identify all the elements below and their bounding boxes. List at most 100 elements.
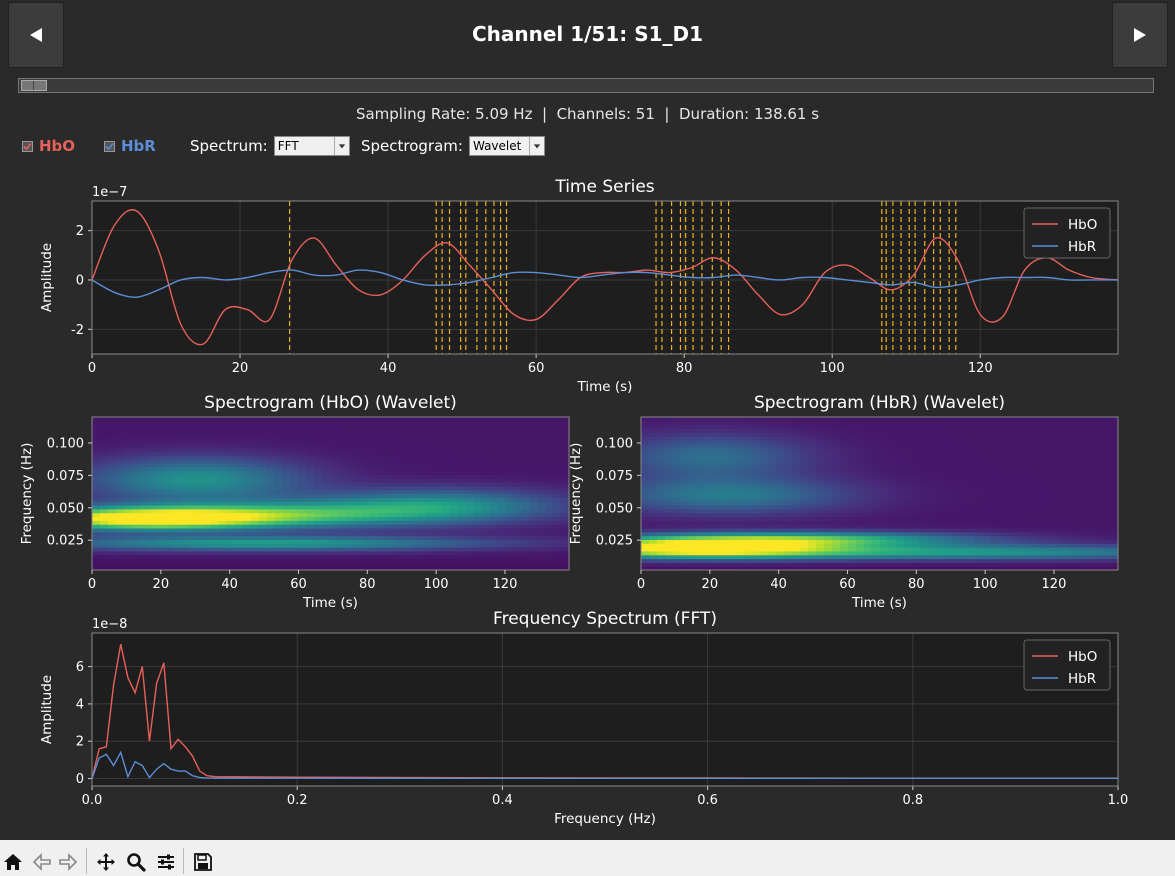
heatmap-cell bbox=[163, 459, 173, 464]
heatmap-cell bbox=[362, 497, 371, 502]
heatmap-cell bbox=[346, 482, 355, 487]
heatmap-cell bbox=[696, 558, 706, 563]
heatmap-cell bbox=[505, 466, 514, 472]
heatmap-cell bbox=[641, 489, 650, 495]
heatmap-cell bbox=[720, 443, 730, 449]
heatmap-cell bbox=[497, 497, 506, 502]
heatmap-cell bbox=[895, 543, 904, 548]
heatmap-cell bbox=[235, 417, 244, 422]
heatmap-cell bbox=[537, 451, 546, 456]
heatmap-cell bbox=[330, 466, 340, 472]
heatmap-cell bbox=[887, 493, 896, 498]
heatmap-cell bbox=[1110, 504, 1119, 510]
slider-handle[interactable] bbox=[21, 80, 47, 91]
heatmap-cell bbox=[147, 489, 157, 495]
heatmap-cell bbox=[823, 443, 833, 449]
heatmap-cell bbox=[1046, 474, 1055, 479]
heatmap-cell bbox=[847, 436, 857, 441]
heatmap-cell bbox=[1094, 482, 1103, 487]
heatmap-cell bbox=[680, 478, 690, 483]
heatmap-cell bbox=[258, 478, 268, 483]
heatmap-cell bbox=[258, 432, 268, 437]
heatmap-cell bbox=[314, 482, 324, 487]
heatmap-cell bbox=[1038, 474, 1048, 479]
heatmap-cell bbox=[1022, 439, 1032, 445]
heatmap-cell bbox=[1006, 424, 1016, 430]
heatmap-cell bbox=[441, 478, 451, 483]
hbr-checkbox[interactable] bbox=[104, 140, 115, 152]
previous-channel-button[interactable] bbox=[8, 2, 64, 68]
heatmap-cell bbox=[529, 470, 538, 475]
heatmap-cell bbox=[322, 497, 332, 502]
heatmap-cell bbox=[927, 543, 936, 548]
heatmap-cell bbox=[847, 520, 857, 525]
heatmap-cell bbox=[203, 554, 212, 560]
heatmap-cell bbox=[672, 512, 682, 518]
heatmap-cell bbox=[1062, 485, 1071, 491]
heatmap-cell bbox=[1054, 547, 1063, 552]
heatmap-cell bbox=[792, 443, 801, 449]
heatmap-cell bbox=[99, 485, 109, 491]
heatmap-cell bbox=[776, 455, 785, 460]
heatmap-cell bbox=[974, 439, 984, 445]
heatmap-cell bbox=[998, 455, 1008, 460]
heatmap-cell bbox=[545, 417, 554, 422]
heatmap-cell bbox=[831, 432, 841, 437]
heatmap-cell bbox=[497, 466, 506, 472]
spectrogram-select[interactable]: Wavelet bbox=[468, 136, 545, 156]
heatmap-cell bbox=[258, 420, 268, 426]
heatmap-cell bbox=[1022, 539, 1032, 544]
heatmap-cell bbox=[966, 432, 976, 437]
heatmap-cell bbox=[171, 451, 181, 456]
hbo-checkbox-group[interactable]: HbO bbox=[22, 137, 75, 155]
next-channel-button[interactable] bbox=[1112, 2, 1168, 68]
heatmap-cell bbox=[266, 474, 276, 479]
heatmap-cell bbox=[712, 527, 722, 533]
heatmap-cell bbox=[871, 455, 881, 460]
heatmap-cell bbox=[553, 428, 562, 433]
heatmap-cell bbox=[863, 424, 873, 430]
x-tick-label: 0.2 bbox=[287, 793, 308, 808]
hbr-checkbox-group[interactable]: HbR bbox=[104, 137, 156, 155]
heatmap-cell bbox=[251, 550, 260, 556]
heatmap-cell bbox=[688, 493, 698, 498]
heatmap-cell bbox=[266, 428, 276, 433]
hbo-checkbox[interactable] bbox=[22, 140, 33, 152]
heatmap-cell bbox=[235, 428, 244, 433]
heatmap-cell bbox=[99, 550, 109, 556]
heatmap-cell bbox=[489, 547, 499, 552]
heatmap-cell bbox=[807, 424, 817, 430]
heatmap-cell bbox=[187, 466, 196, 472]
spectrum-select[interactable]: FFT bbox=[273, 136, 350, 156]
heatmap-cell bbox=[489, 535, 499, 540]
heatmap-cell bbox=[752, 501, 761, 506]
heatmap-cell bbox=[171, 550, 181, 556]
heatmap-cell bbox=[800, 485, 809, 491]
heatmap-cell bbox=[800, 432, 809, 437]
heatmap-cell bbox=[1086, 447, 1095, 453]
channel-slider[interactable] bbox=[18, 78, 1154, 93]
heatmap-cell bbox=[935, 470, 944, 475]
heatmap-cell bbox=[863, 443, 873, 449]
heatmap-cell bbox=[720, 543, 730, 548]
heatmap-cell bbox=[274, 424, 284, 430]
heatmap-cell bbox=[179, 478, 188, 483]
heatmap-cell bbox=[203, 558, 212, 563]
heatmap-cell bbox=[449, 524, 459, 529]
heatmap-cell bbox=[672, 451, 682, 456]
heatmap-cell bbox=[171, 432, 181, 437]
heatmap-cell bbox=[465, 439, 475, 445]
heatmap-cell bbox=[966, 466, 976, 472]
heatmap-cell bbox=[1086, 478, 1095, 483]
heatmap-cell bbox=[855, 439, 865, 445]
heatmap-cell bbox=[171, 497, 181, 502]
series-line-hbo bbox=[91, 209, 1118, 346]
heatmap-cell bbox=[457, 527, 467, 533]
heatmap-cell bbox=[290, 485, 300, 491]
heatmap-cell bbox=[823, 424, 833, 430]
heatmap-cell bbox=[1070, 512, 1079, 518]
heatmap-cell bbox=[362, 558, 371, 563]
heatmap-cell bbox=[919, 466, 928, 472]
heatmap-cell bbox=[1046, 516, 1055, 521]
heatmap-cell bbox=[871, 443, 881, 449]
